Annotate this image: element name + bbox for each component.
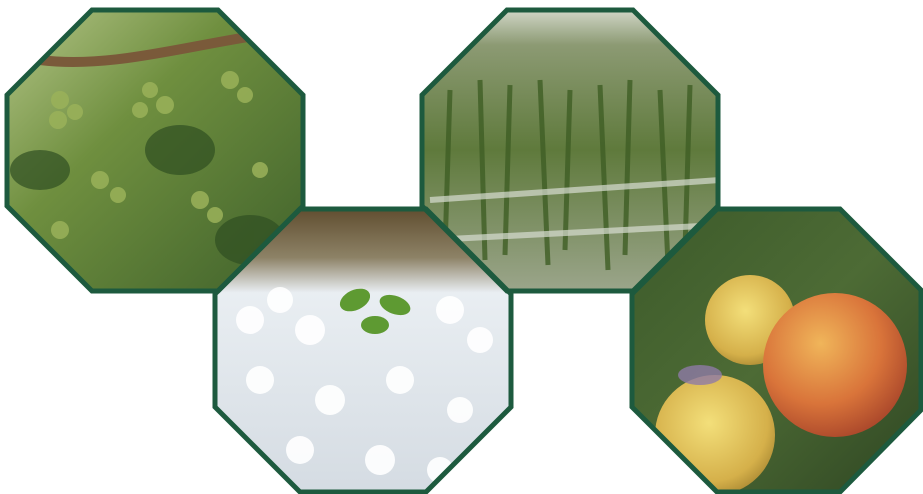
frame-apples	[629, 206, 923, 494]
hail-photo	[215, 209, 511, 492]
cornfield-photo	[422, 10, 718, 291]
frame-hail	[212, 206, 514, 494]
grapes-photo	[7, 10, 303, 291]
apples-photo	[632, 209, 921, 492]
